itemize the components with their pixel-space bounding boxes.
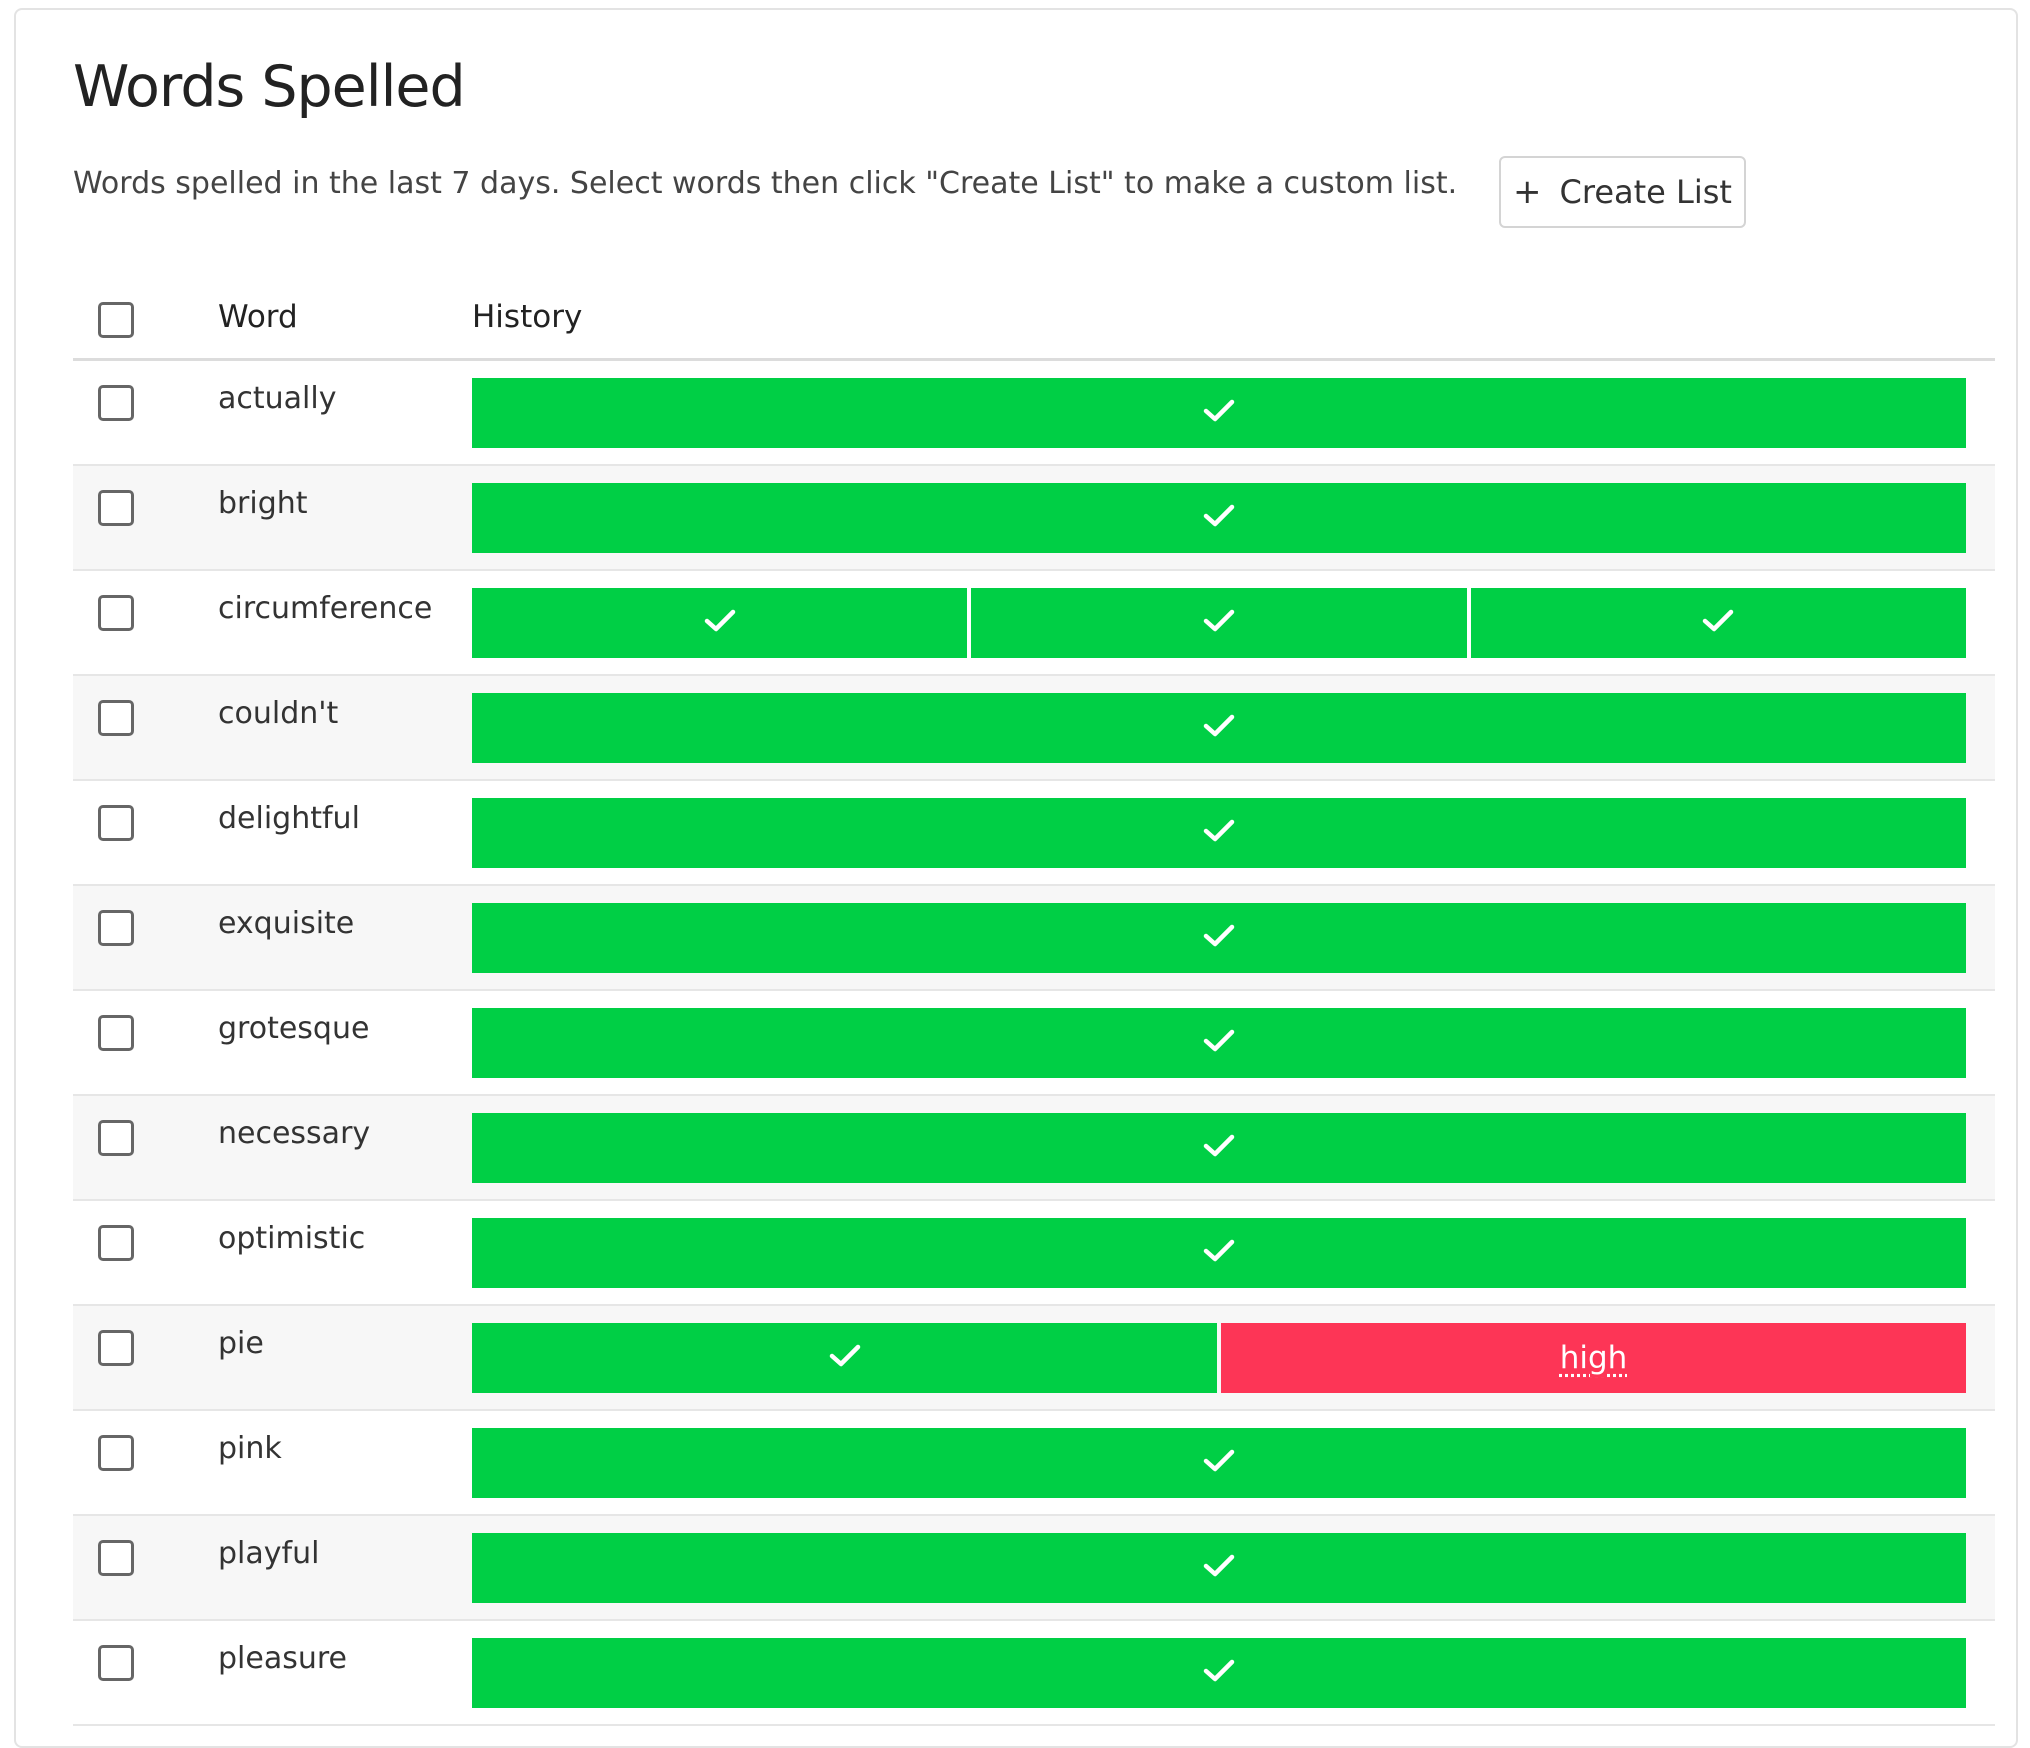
column-header-word: Word	[218, 299, 298, 335]
check-icon	[703, 608, 737, 638]
check-icon	[1202, 503, 1236, 533]
history-bar	[472, 903, 1966, 973]
history-bar	[472, 588, 1966, 658]
history-correct-segment	[971, 588, 1467, 658]
row-checkbox[interactable]	[98, 385, 134, 421]
history-bar	[472, 1113, 1966, 1183]
table-row: couldn't	[73, 676, 1995, 781]
history-correct-segment	[472, 1323, 1217, 1393]
history-incorrect-segment: high	[1221, 1323, 1966, 1393]
row-checkbox[interactable]	[98, 1225, 134, 1261]
word-label: circumference	[218, 591, 433, 626]
check-icon	[1202, 1133, 1236, 1163]
check-icon	[1202, 818, 1236, 848]
word-label: pink	[218, 1431, 282, 1466]
check-icon	[1202, 1553, 1236, 1583]
check-icon	[1202, 398, 1236, 428]
column-header-history: History	[472, 299, 583, 335]
history-bar	[472, 693, 1966, 763]
word-label: necessary	[218, 1116, 371, 1151]
history-correct-segment	[472, 693, 1966, 763]
row-checkbox[interactable]	[98, 1120, 134, 1156]
select-all-checkbox[interactable]	[98, 302, 134, 338]
row-checkbox[interactable]	[98, 805, 134, 841]
row-checkbox[interactable]	[98, 910, 134, 946]
check-icon	[1202, 1028, 1236, 1058]
history-correct-segment	[472, 378, 1966, 448]
check-icon	[1202, 1658, 1236, 1688]
word-label: actually	[218, 381, 337, 416]
history-correct-segment	[1470, 588, 1966, 658]
create-list-button[interactable]: + Create List	[1499, 156, 1746, 228]
word-label: delightful	[218, 801, 360, 836]
row-checkbox[interactable]	[98, 595, 134, 631]
words-spelled-card: Words Spelled Words spelled in the last …	[14, 8, 2018, 1748]
table-row: delightful	[73, 781, 1995, 886]
word-label: exquisite	[218, 906, 355, 941]
history-correct-segment	[472, 1008, 1966, 1078]
table-row: bright	[73, 466, 1995, 571]
misspelled-attempt[interactable]: high	[1559, 1340, 1628, 1376]
table-row: circumference	[73, 571, 1995, 676]
check-icon	[1701, 608, 1735, 638]
history-correct-segment	[472, 1638, 1966, 1708]
history-correct-segment	[472, 588, 968, 658]
words-table: Word History actually bright circumference…	[73, 282, 1995, 1726]
create-list-label: Create List	[1559, 173, 1732, 211]
row-checkbox[interactable]	[98, 1015, 134, 1051]
history-correct-segment	[472, 1533, 1966, 1603]
word-label: bright	[218, 486, 308, 521]
row-checkbox[interactable]	[98, 1435, 134, 1471]
check-icon	[1202, 713, 1236, 743]
word-label: couldn't	[218, 696, 339, 731]
history-bar	[472, 1428, 1966, 1498]
word-label: grotesque	[218, 1011, 370, 1046]
history-bar	[472, 1008, 1966, 1078]
table-row: pink	[73, 1411, 1995, 1516]
word-label: optimistic	[218, 1221, 366, 1256]
history-bar: high	[472, 1323, 1966, 1393]
table-body: actually bright circumference couldn't delig…	[73, 361, 1995, 1726]
row-checkbox[interactable]	[98, 700, 134, 736]
history-bar	[472, 378, 1966, 448]
history-bar	[472, 483, 1966, 553]
table-row: grotesque	[73, 991, 1995, 1096]
row-checkbox[interactable]	[98, 1645, 134, 1681]
table-row: exquisite	[73, 886, 1995, 991]
table-row: pleasure	[73, 1621, 1995, 1726]
check-icon	[828, 1343, 862, 1373]
check-icon	[1202, 608, 1236, 638]
row-checkbox[interactable]	[98, 1540, 134, 1576]
history-correct-segment	[472, 1428, 1966, 1498]
history-correct-segment	[472, 798, 1966, 868]
word-label: pleasure	[218, 1641, 347, 1676]
check-icon	[1202, 1238, 1236, 1268]
history-correct-segment	[472, 1218, 1966, 1288]
page-title: Words Spelled	[73, 54, 466, 120]
history-bar	[472, 798, 1966, 868]
check-icon	[1202, 1448, 1236, 1478]
row-checkbox[interactable]	[98, 1330, 134, 1366]
history-correct-segment	[472, 483, 1966, 553]
check-icon	[1202, 923, 1236, 953]
row-checkbox[interactable]	[98, 490, 134, 526]
history-bar	[472, 1533, 1966, 1603]
plus-icon: +	[1513, 172, 1542, 212]
history-bar	[472, 1638, 1966, 1708]
table-row: actually	[73, 361, 1995, 466]
word-label: playful	[218, 1536, 320, 1571]
history-correct-segment	[472, 1113, 1966, 1183]
page-description: Words spelled in the last 7 days. Select…	[73, 166, 1458, 201]
table-header: Word History	[73, 282, 1995, 361]
table-row: necessary	[73, 1096, 1995, 1201]
history-bar	[472, 1218, 1966, 1288]
table-row: pie high	[73, 1306, 1995, 1411]
table-row: optimistic	[73, 1201, 1995, 1306]
history-correct-segment	[472, 903, 1966, 973]
table-row: playful	[73, 1516, 1995, 1621]
word-label: pie	[218, 1326, 264, 1361]
